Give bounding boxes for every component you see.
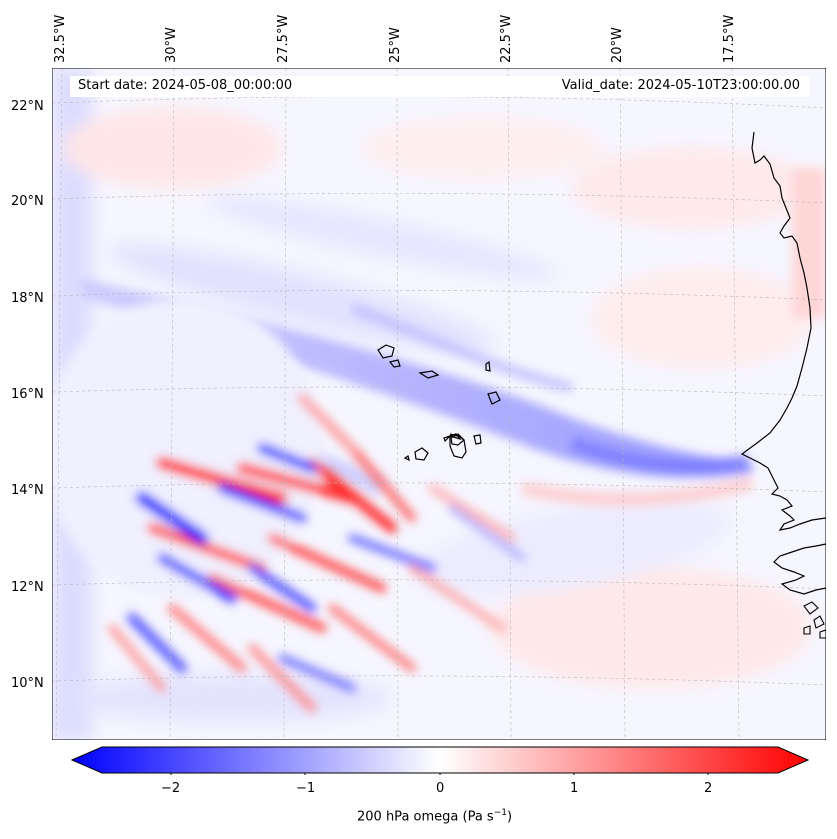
- island-sao-nicolau: [418, 370, 440, 379]
- convective-cells: [42, 298, 526, 712]
- colorbar-tick-neg1: −1: [296, 781, 316, 796]
- island-santiago: [449, 433, 467, 459]
- island-boa-vista: [487, 391, 501, 405]
- colorbar-body: [70, 746, 810, 774]
- island-santo-antao: [377, 344, 395, 359]
- lat-label-16n: 16°N: [11, 387, 44, 402]
- cape-verde-islands: [377, 344, 501, 462]
- colorbar-label: 200 hPa omega (Pa s−1): [357, 808, 512, 824]
- colorbar: [70, 745, 810, 778]
- colorbar-tick-0: 0: [436, 781, 445, 796]
- lon-label-32-5w: 32.5°W: [53, 14, 68, 63]
- bijagos-islands: [803, 601, 827, 639]
- start-date-label: Start date: 2024-05-08_00:00:00: [78, 78, 293, 93]
- lon-label-30w: 30°W: [164, 27, 179, 63]
- colorbar-tick-neg2: −2: [161, 781, 181, 796]
- africa-coastline-south: [773, 543, 827, 595]
- lat-label-10n: 10°N: [11, 676, 44, 691]
- island-maio: [473, 434, 482, 445]
- island-brava: [443, 435, 451, 443]
- colorbar-tick-1: 1: [570, 781, 579, 796]
- omega-field-map: [42, 67, 827, 741]
- lon-label-25w: 25°W: [388, 27, 403, 63]
- lat-label-12n: 12°N: [11, 580, 44, 595]
- africa-coastline: [740, 131, 827, 531]
- lon-label-27-5w: 27.5°W: [276, 14, 291, 63]
- lat-label-22n: 22°N: [11, 99, 44, 114]
- colorbar-label-exponent: −1: [493, 808, 507, 818]
- coastal-red-strip: [792, 168, 826, 318]
- colorbar-label-main: 200 hPa omega (Pa s: [357, 809, 494, 825]
- map-panel: Start date: 2024-05-08_00:00:00 Valid_da…: [42, 67, 827, 741]
- island-sal: [485, 360, 491, 372]
- island-fogo-main: [414, 447, 429, 461]
- lat-label-18n: 18°N: [11, 291, 44, 306]
- valid-date-label: Valid_date: 2024-05-10T23:00:00.00: [561, 78, 800, 93]
- island-sao-vicente: [388, 359, 401, 368]
- lon-label-20w: 20°W: [610, 27, 625, 63]
- colorbar-graphic: [70, 746, 810, 778]
- colorbar-label-close: ): [506, 809, 513, 825]
- lat-label-14n: 14°N: [11, 483, 44, 498]
- lon-label-22-5w: 22.5°W: [499, 14, 514, 63]
- title-backdrop: [70, 76, 810, 97]
- colorbar-tick-2: 2: [704, 781, 713, 796]
- lon-label-17-5w: 17.5°W: [722, 14, 737, 63]
- lat-label-20n: 20°N: [11, 194, 44, 209]
- island-brava-small: [403, 455, 410, 462]
- graticule: [51, 67, 827, 741]
